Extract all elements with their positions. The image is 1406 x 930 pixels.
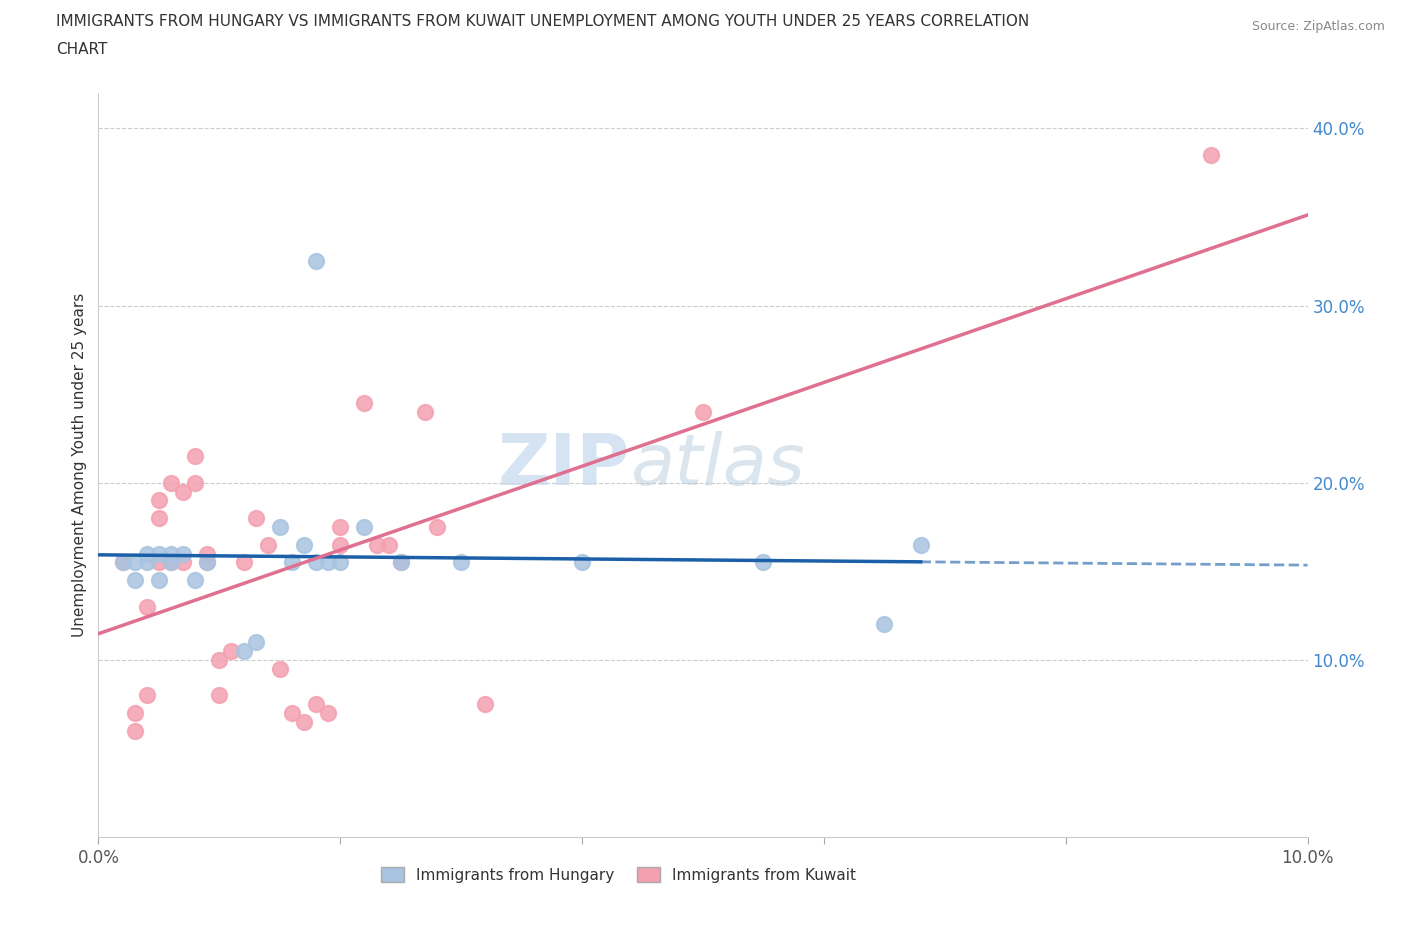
Point (353, 395, 375, 410)
Point (256, 538, 278, 552)
Point (329, 538, 352, 552)
Text: CHART: CHART (56, 42, 108, 57)
Point (195, 546, 218, 561)
Point (124, 724, 146, 738)
Point (172, 485, 194, 499)
Point (910, 538, 932, 552)
Point (316, 555, 339, 570)
Point (135, 555, 157, 570)
Point (1199, 148, 1222, 163)
Point (135, 546, 157, 561)
Point (353, 520, 375, 535)
Point (184, 573, 207, 588)
Point (184, 475, 207, 490)
Point (329, 520, 352, 535)
Point (389, 555, 412, 570)
Point (413, 405, 436, 419)
Point (292, 538, 315, 552)
Point (377, 538, 399, 552)
Legend: Immigrants from Hungary, Immigrants from Kuwait: Immigrants from Hungary, Immigrants from… (374, 860, 862, 889)
Point (221, 644, 243, 658)
Point (184, 448, 207, 463)
Text: atlas: atlas (630, 431, 806, 499)
Point (305, 254, 328, 269)
Point (305, 555, 328, 570)
Point (208, 688, 231, 703)
Point (316, 706, 339, 721)
Point (148, 546, 170, 561)
Point (135, 599, 157, 614)
Point (245, 511, 267, 525)
Point (111, 555, 134, 570)
Point (692, 405, 714, 419)
Text: IMMIGRANTS FROM HUNGARY VS IMMIGRANTS FROM KUWAIT UNEMPLOYMENT AMONG YOUTH UNDER: IMMIGRANTS FROM HUNGARY VS IMMIGRANTS FR… (56, 14, 1029, 29)
Point (148, 555, 170, 570)
Point (281, 706, 304, 721)
Point (195, 555, 218, 570)
Point (124, 573, 146, 588)
Point (148, 493, 170, 508)
Point (160, 546, 183, 561)
Point (172, 555, 194, 570)
Point (124, 555, 146, 570)
Text: ZIP: ZIP (498, 431, 630, 499)
Point (232, 555, 254, 570)
Point (172, 546, 194, 561)
Point (208, 653, 231, 668)
Point (292, 714, 315, 729)
Point (329, 555, 352, 570)
Point (148, 573, 170, 588)
Text: Source: ZipAtlas.com: Source: ZipAtlas.com (1251, 20, 1385, 33)
Point (571, 555, 593, 570)
Point (752, 555, 775, 570)
Point (160, 555, 183, 570)
Point (281, 555, 304, 570)
Point (245, 634, 267, 649)
Point (426, 520, 449, 535)
Point (366, 538, 388, 552)
Point (232, 644, 254, 658)
Y-axis label: Unemployment Among Youth under 25 years: Unemployment Among Youth under 25 years (72, 293, 87, 637)
Point (148, 511, 170, 525)
Point (474, 697, 496, 711)
Point (135, 688, 157, 703)
Point (389, 555, 412, 570)
Point (305, 697, 328, 711)
Point (160, 475, 183, 490)
Point (873, 617, 896, 631)
Point (269, 661, 291, 676)
Point (195, 555, 218, 570)
Point (160, 555, 183, 570)
Point (450, 555, 472, 570)
Point (269, 520, 291, 535)
Point (111, 555, 134, 570)
Point (124, 706, 146, 721)
